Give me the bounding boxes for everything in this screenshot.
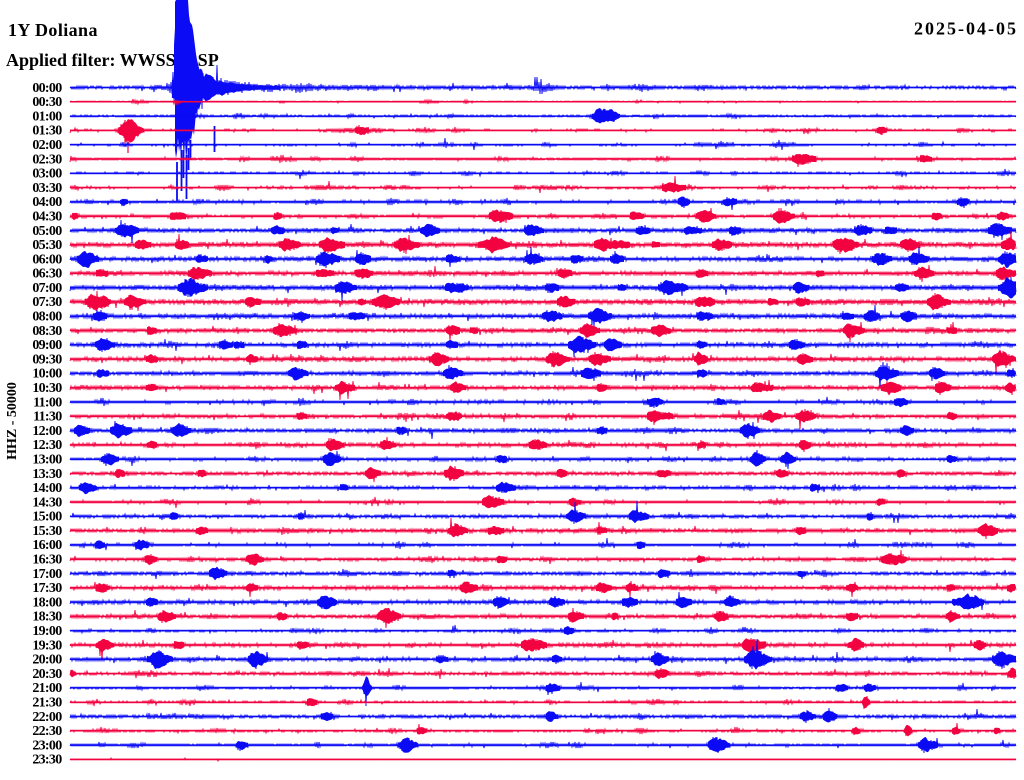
svg-text:21:30: 21:30 xyxy=(32,696,62,711)
svg-text:11:30: 11:30 xyxy=(33,410,62,425)
svg-text:23:00: 23:00 xyxy=(32,738,62,753)
svg-text:15:00: 15:00 xyxy=(32,510,62,525)
svg-text:19:00: 19:00 xyxy=(32,624,62,639)
svg-text:12:00: 12:00 xyxy=(32,424,62,439)
svg-text:19:30: 19:30 xyxy=(32,638,62,653)
svg-text:08:30: 08:30 xyxy=(32,324,62,339)
svg-text:04:00: 04:00 xyxy=(32,195,62,210)
svg-text:15:30: 15:30 xyxy=(32,524,62,539)
svg-text:08:00: 08:00 xyxy=(32,310,62,325)
svg-text:04:30: 04:30 xyxy=(32,210,62,225)
svg-text:06:30: 06:30 xyxy=(32,267,62,282)
svg-text:06:00: 06:00 xyxy=(32,252,62,267)
svg-text:12:30: 12:30 xyxy=(32,438,62,453)
svg-text:20:00: 20:00 xyxy=(32,653,62,668)
svg-text:05:00: 05:00 xyxy=(32,224,62,239)
svg-text:14:00: 14:00 xyxy=(32,481,62,496)
svg-text:Applied filter: WWSSN_SP: Applied filter: WWSSN_SP xyxy=(6,50,219,70)
svg-text:23:30: 23:30 xyxy=(32,753,62,768)
svg-text:16:30: 16:30 xyxy=(32,553,62,568)
svg-text:2025-04-05: 2025-04-05 xyxy=(914,19,1018,39)
svg-text:13:00: 13:00 xyxy=(32,453,62,468)
svg-text:01:30: 01:30 xyxy=(32,124,62,139)
svg-text:16:00: 16:00 xyxy=(32,538,62,553)
svg-text:07:00: 07:00 xyxy=(32,281,62,296)
svg-text:1Y Doliana: 1Y Doliana xyxy=(8,20,98,40)
svg-text:02:00: 02:00 xyxy=(32,138,62,153)
svg-text:22:00: 22:00 xyxy=(32,710,62,725)
svg-text:10:30: 10:30 xyxy=(32,381,62,396)
svg-text:HHZ - 50000: HHZ - 50000 xyxy=(5,382,20,460)
svg-text:13:30: 13:30 xyxy=(32,467,62,482)
svg-text:18:30: 18:30 xyxy=(32,610,62,625)
svg-text:17:30: 17:30 xyxy=(32,581,62,596)
svg-text:11:00: 11:00 xyxy=(33,395,62,410)
svg-text:01:00: 01:00 xyxy=(32,109,62,124)
svg-text:22:30: 22:30 xyxy=(32,724,62,739)
svg-text:03:00: 03:00 xyxy=(32,167,62,182)
svg-text:18:00: 18:00 xyxy=(32,595,62,610)
svg-text:20:30: 20:30 xyxy=(32,667,62,682)
svg-text:09:00: 09:00 xyxy=(32,338,62,353)
svg-text:05:30: 05:30 xyxy=(32,238,62,253)
svg-text:00:00: 00:00 xyxy=(32,81,62,96)
svg-text:17:00: 17:00 xyxy=(32,567,62,582)
svg-text:09:30: 09:30 xyxy=(32,352,62,367)
svg-text:00:30: 00:30 xyxy=(32,95,62,110)
svg-text:02:30: 02:30 xyxy=(32,152,62,167)
svg-text:21:00: 21:00 xyxy=(32,681,62,696)
svg-text:14:30: 14:30 xyxy=(32,495,62,510)
svg-text:03:30: 03:30 xyxy=(32,181,62,196)
svg-text:07:30: 07:30 xyxy=(32,295,62,310)
svg-text:10:00: 10:00 xyxy=(32,367,62,382)
